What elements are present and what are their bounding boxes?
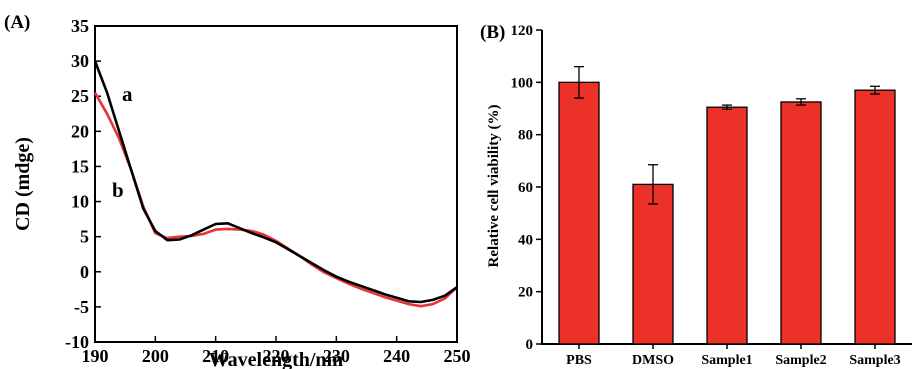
panel-a-series (93, 60, 458, 308)
panel-b-y-tick-label: 20 (518, 285, 533, 301)
category-label-pbs: PBS (566, 353, 592, 368)
bar-sample3 (854, 89, 896, 345)
panel-b-label: (B) (480, 22, 505, 43)
panel-a-y-ticks: -10 -5 0 5 10 15 20 25 30 35 (65, 16, 101, 352)
category-label-sample3: Sample3 (849, 353, 900, 368)
panel-a-y-tick-label: 5 (80, 227, 89, 247)
panel-a-y-tick-label: 30 (71, 51, 89, 71)
panel-a-x-axis-title: Wavelength/nm (209, 349, 344, 369)
panel-a-x-tick-label: 230 (323, 346, 350, 366)
panel-b-y-tick-label: 100 (511, 75, 534, 91)
panel-b-y-tick-label: 80 (518, 128, 533, 144)
panel-b-y-tick-label: 60 (518, 180, 533, 196)
series-b-line (93, 92, 458, 308)
curve-label-b: b (112, 178, 124, 202)
category-label-sample2: Sample2 (775, 353, 826, 368)
panel-a-y-tick-label: 25 (71, 86, 89, 106)
panel-a: (A) -10 -5 0 5 10 15 20 25 30 35 190 200 210 220 230 2… (4, 12, 471, 369)
panel-a-y-tick-label: 15 (71, 156, 89, 176)
panel-a-y-tick-label: -5 (74, 297, 89, 317)
panel-a-y-tick-label: 0 (80, 262, 89, 282)
panel-b-y-ticks: 0 20 40 60 80 100 120 (511, 23, 542, 353)
panel-a-plot-frame (94, 25, 458, 343)
panel-a-x-tick-label: 240 (383, 346, 410, 366)
curve-label-a: a (122, 82, 133, 106)
panel-a-x-tick-label: 190 (82, 346, 109, 366)
bar-dmso (632, 183, 674, 345)
panel-a-y-tick-label: -10 (65, 332, 89, 352)
panel-a-x-tick-label: 250 (444, 346, 471, 366)
category-label-sample1: Sample1 (701, 353, 752, 368)
panel-a-y-tick-label: 35 (71, 16, 89, 36)
panel-a-y-axis-title: CD (mdge) (12, 137, 34, 231)
panel-a-y-tick-label: 20 (71, 121, 89, 141)
bar-pbs (558, 81, 600, 345)
panel-a-y-tick-label: 10 (71, 192, 89, 212)
panel-a-x-ticks: 190 200 210 220 230 240 250 (82, 336, 471, 366)
bar-sample2 (780, 101, 822, 345)
panel-a-label: (A) (4, 12, 30, 33)
panel-b-y-tick-label: 40 (518, 232, 533, 248)
panel-b-y-tick-label: 120 (511, 23, 534, 39)
panel-b-bars (558, 65, 896, 345)
category-label-dmso: DMSO (632, 353, 674, 368)
panel-b-x-ticks: PBS DMSO Sample1 Sample2 Sample3 (566, 344, 901, 368)
panel-a-x-tick-label: 220 (263, 346, 290, 366)
panel-b-y-axis-title: Relative cell viability (%) (486, 105, 502, 268)
panel-b: (B) 0 20 40 60 80 100 120 PBS DMSO Sample1 Sample… (480, 22, 912, 368)
series-a-line (93, 60, 458, 304)
panel-b-y-tick-label: 0 (526, 337, 534, 353)
panel-a-x-tick-label: 200 (142, 346, 169, 366)
panel-a-x-tick-label: 210 (202, 346, 229, 366)
bar-sample1 (706, 106, 748, 345)
